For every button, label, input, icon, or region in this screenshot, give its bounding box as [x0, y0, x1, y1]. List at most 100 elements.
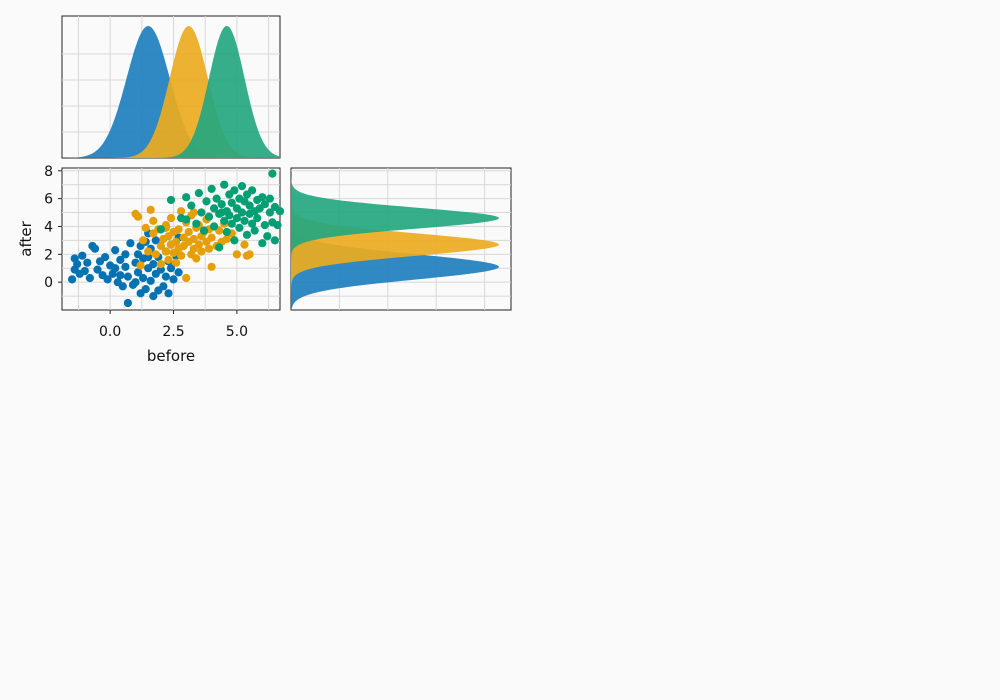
scatter-point	[248, 219, 257, 228]
scatter-point	[222, 234, 231, 244]
scatter-point	[68, 275, 77, 284]
scatter-point	[265, 208, 274, 217]
scatter-point	[73, 260, 82, 269]
scatter-point	[161, 272, 170, 281]
scatter-point	[139, 273, 148, 283]
right-density-3	[291, 168, 499, 310]
scatter-point	[210, 204, 219, 213]
scatter-point	[169, 275, 178, 284]
scatter-point	[230, 186, 239, 195]
scatter-point	[156, 241, 165, 251]
y-tick-label: 8	[44, 164, 53, 180]
scatter-point	[133, 212, 143, 221]
scatter-point	[204, 212, 214, 221]
scatter-point	[177, 207, 186, 216]
scatter-point	[166, 195, 176, 205]
scatter-point	[189, 234, 198, 244]
scatter-point	[159, 282, 168, 291]
scatter-point	[123, 298, 132, 308]
scatter-point	[182, 273, 191, 283]
right-marginal-density	[290, 167, 512, 311]
scatter-point	[149, 292, 158, 301]
scatter-point	[149, 260, 158, 269]
scatter-point	[225, 211, 234, 220]
main-scatter-panel: 0.0 2.5 5.0 0 2 4 6 8 before after	[17, 164, 285, 365]
right-density-1	[291, 168, 499, 310]
scatter-point	[207, 262, 216, 271]
scatter-point	[116, 255, 125, 264]
scatter-point	[156, 260, 165, 269]
scatter-point	[235, 223, 244, 232]
scatter-point	[172, 237, 181, 246]
scatter-point	[192, 219, 201, 228]
top-marginal-density	[61, 15, 281, 159]
scatter-point	[111, 246, 120, 255]
scatter-point	[260, 200, 269, 209]
scatter-point	[212, 194, 221, 203]
scatter-point	[245, 250, 254, 259]
scatter-point	[182, 193, 191, 202]
top-marginal-density-areas	[62, 26, 280, 158]
y-axis-ticks: 0 2 4 6 8	[44, 164, 62, 291]
scatter-point	[139, 236, 148, 245]
x-axis-label: before	[147, 347, 195, 365]
scatter-point	[187, 201, 196, 210]
scatter-point	[78, 251, 87, 260]
scatter-point	[258, 193, 267, 202]
scatter-point	[250, 226, 259, 235]
y-tick-label: 6	[44, 192, 53, 208]
scatter-point	[103, 275, 112, 284]
scatter-point	[275, 207, 285, 216]
y-tick-label: 0	[44, 275, 53, 291]
y-tick-label: 2	[44, 247, 53, 263]
scatter-point	[126, 239, 135, 248]
x-tick-label: 2.5	[162, 324, 184, 340]
scatter-point	[263, 232, 272, 241]
scatter-point	[151, 250, 160, 259]
scatter-point	[207, 184, 216, 193]
top-density-3	[62, 26, 280, 158]
x-axis-ticks: 0.0 2.5 5.0	[99, 310, 248, 340]
scatter-point	[85, 273, 94, 283]
scatter-point	[121, 250, 130, 259]
scatter-point	[151, 236, 160, 245]
x-tick-label: 5.0	[226, 324, 248, 340]
scatter-point	[111, 264, 120, 273]
scatter-point	[149, 216, 158, 225]
scatter-point	[248, 186, 257, 195]
right-density-2	[291, 168, 499, 310]
scatter-point	[215, 243, 224, 252]
scatter-point	[116, 271, 125, 280]
scatter-points	[68, 169, 285, 308]
scatter-point	[230, 236, 239, 245]
scatter-point	[83, 258, 92, 267]
scatter-point	[222, 227, 231, 237]
scatter-point	[273, 221, 282, 230]
scatter-point	[174, 225, 183, 234]
scatter-point	[146, 276, 155, 285]
scatter-point	[197, 208, 206, 217]
scatter-point	[131, 278, 140, 287]
scatter-point	[197, 247, 206, 256]
right-marginal-density-areas	[291, 168, 499, 310]
scatter-point	[232, 214, 241, 223]
scatter-point	[177, 251, 186, 260]
scatter-point	[118, 282, 127, 291]
scatter-point	[144, 247, 153, 256]
scatter-point	[253, 214, 262, 223]
scatter-point	[189, 208, 198, 217]
scatter-point	[93, 265, 102, 274]
scatter-point	[174, 268, 183, 277]
scatter-point	[123, 272, 132, 281]
scatter-point	[146, 205, 155, 214]
scatter-point	[217, 200, 226, 209]
scatter-point	[161, 247, 170, 256]
scatter-point	[199, 226, 209, 235]
scatter-point	[207, 233, 216, 242]
scatter-point	[182, 215, 191, 224]
scatter-point	[258, 239, 267, 248]
scatter-point	[156, 225, 165, 234]
scatter-point	[227, 219, 236, 228]
scatter-point	[164, 255, 173, 264]
scatter-point	[166, 214, 176, 223]
